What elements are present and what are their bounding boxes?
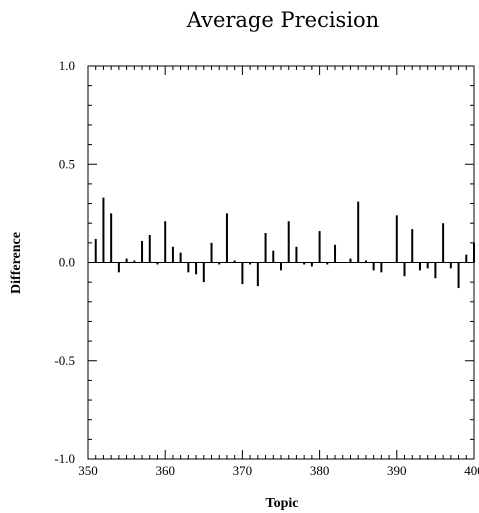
x-axis-label: Topic [266,496,299,511]
x-tick-label: 400 [464,463,479,478]
x-tick-label: 390 [387,463,407,478]
x-tick-label: 360 [155,463,175,478]
chart-title: Average Precision [186,8,379,32]
y-tick-label: 0.5 [59,156,75,171]
bar-series [94,197,475,289]
y-tick-label: -1.0 [54,451,75,466]
y-tick-label: -0.5 [54,353,75,368]
y-tick-label: 0.0 [59,255,75,270]
x-tick-label: 370 [233,463,253,478]
plot-frame [87,65,475,460]
y-tick-label: 1.0 [59,58,75,73]
x-tick-label: 350 [78,463,98,478]
x-axis-ticks [87,66,475,459]
y-axis-label: Difference [9,232,24,294]
x-tick-label: 380 [310,463,330,478]
tick-labels: 350 360 370 380 390 400 -1.0 -0.5 0.0 0.5 1.0 [54,58,479,478]
